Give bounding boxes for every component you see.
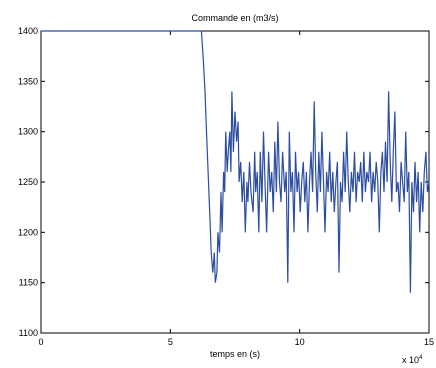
x-axis-exponent: x 104 xyxy=(402,355,423,365)
y-tick-label: 1100 xyxy=(19,328,38,338)
y-tick-label: 1400 xyxy=(18,26,38,36)
x-tick-label: 10 xyxy=(295,337,305,347)
x-tick-label: 5 xyxy=(168,337,173,347)
y-tick-label: 1250 xyxy=(18,177,38,187)
x-tick-labels: 0 5 10 15 xyxy=(38,337,434,347)
x-axis-label: temps en (s) xyxy=(210,349,260,359)
x-axis-exponent-power: 4 xyxy=(419,355,423,361)
x-axis-exponent-base: x 10 xyxy=(402,355,419,365)
y-tick-label: 1200 xyxy=(18,227,38,237)
y-tick-label: 1300 xyxy=(18,127,38,137)
y-tick-label: 1350 xyxy=(18,76,38,86)
x-tick-label: 15 xyxy=(424,337,434,347)
series-line xyxy=(41,30,430,293)
chart-title: Commande en (m3/s) xyxy=(191,13,278,23)
y-tick-labels: 1100 1150 1200 1250 1300 1350 1400 xyxy=(18,26,38,338)
y-tick-label: 1150 xyxy=(19,278,38,288)
x-tick-label: 0 xyxy=(38,337,43,347)
